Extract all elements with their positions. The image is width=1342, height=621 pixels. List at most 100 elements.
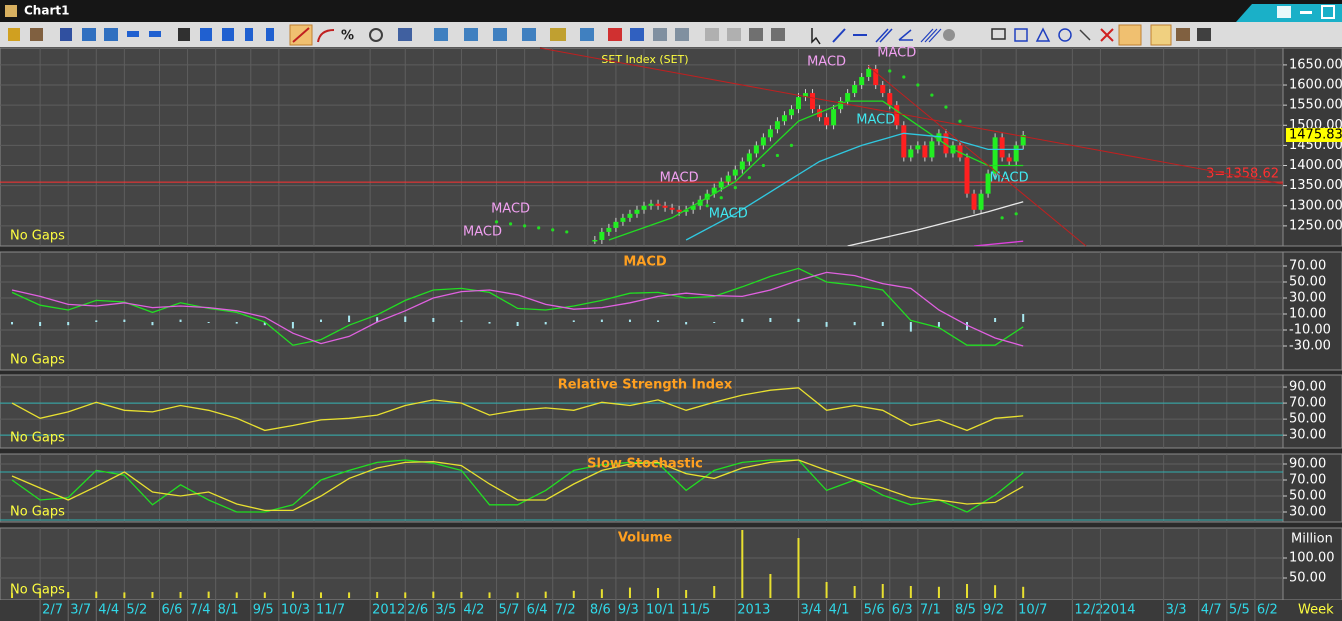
tool-icon[interactable] bbox=[104, 28, 118, 41]
histogram-bar bbox=[881, 322, 884, 326]
candle bbox=[999, 137, 1005, 158]
tool-icon[interactable] bbox=[705, 28, 719, 41]
tool-icon[interactable] bbox=[60, 28, 72, 41]
volume-bar bbox=[1022, 586, 1025, 598]
x-tick-label: 7/1 bbox=[920, 603, 941, 618]
tool-icon[interactable] bbox=[550, 28, 566, 41]
sar-dot bbox=[565, 230, 569, 234]
histogram-bar bbox=[460, 320, 463, 322]
tool-icon[interactable] bbox=[991, 28, 1006, 40]
tool-icon[interactable] bbox=[434, 28, 448, 41]
y-tick-label: -10.00 bbox=[1289, 323, 1331, 338]
title-bar bbox=[0, 0, 1342, 22]
tool-icon[interactable] bbox=[369, 28, 383, 42]
x-tick-label: 2012 bbox=[372, 603, 405, 618]
y-tick-label: 90.00 bbox=[1289, 457, 1326, 472]
candle bbox=[641, 205, 647, 210]
tool-icon[interactable] bbox=[1079, 29, 1091, 41]
tool-icon[interactable] bbox=[771, 28, 785, 41]
tool-icon[interactable] bbox=[1176, 28, 1190, 41]
candle bbox=[852, 85, 858, 94]
tool-icon[interactable] bbox=[1014, 28, 1028, 42]
tool-icon[interactable] bbox=[200, 28, 212, 41]
volume-bar bbox=[39, 592, 42, 598]
x-tick-label: 8/5 bbox=[955, 603, 976, 618]
panel-bg bbox=[0, 47, 1284, 247]
candle bbox=[718, 181, 724, 188]
volume-bar bbox=[853, 586, 856, 598]
signal-label: MACD bbox=[990, 170, 1029, 185]
tool-icon[interactable] bbox=[127, 31, 139, 37]
y-tick-label: 1350.00 bbox=[1289, 178, 1342, 193]
histogram-bar bbox=[263, 322, 266, 326]
x-tick-label: 5/2 bbox=[126, 603, 147, 618]
candle bbox=[880, 85, 886, 94]
tool-icon[interactable] bbox=[149, 31, 161, 37]
tool-icon[interactable] bbox=[943, 29, 955, 41]
tool-icon[interactable] bbox=[920, 28, 942, 43]
indicator-line bbox=[608, 100, 1024, 241]
tool-icon[interactable] bbox=[222, 28, 234, 41]
minimize-button[interactable] bbox=[1300, 11, 1312, 14]
histogram-bar bbox=[1022, 314, 1025, 322]
tool-icon[interactable] bbox=[398, 28, 412, 41]
volume-bar bbox=[769, 574, 772, 598]
panel-title: Relative Strength Index bbox=[558, 378, 733, 393]
tool-icon[interactable] bbox=[245, 28, 253, 41]
histogram-bar bbox=[207, 322, 210, 323]
volume-bar bbox=[713, 586, 716, 598]
tool-icon[interactable] bbox=[653, 28, 667, 41]
tool-icon[interactable] bbox=[317, 29, 335, 43]
tool-icon[interactable] bbox=[898, 29, 913, 41]
tool-icon-active[interactable] bbox=[1118, 24, 1142, 46]
tool-icon[interactable] bbox=[749, 28, 763, 41]
tool-icon[interactable] bbox=[727, 28, 741, 41]
tool-icon[interactable] bbox=[630, 28, 644, 41]
tool-percent[interactable]: % bbox=[341, 29, 354, 44]
sar-dot bbox=[1000, 216, 1004, 220]
tool-icon[interactable] bbox=[832, 28, 846, 43]
tool-icon[interactable] bbox=[464, 28, 478, 41]
volume-bar bbox=[235, 592, 238, 598]
candle bbox=[943, 133, 949, 154]
tool-icon[interactable] bbox=[266, 28, 274, 41]
candle bbox=[606, 227, 612, 232]
tool-icon[interactable] bbox=[1035, 27, 1051, 42]
candle bbox=[739, 161, 745, 170]
candle bbox=[964, 157, 970, 194]
tool-icon[interactable] bbox=[522, 28, 536, 41]
histogram-bar bbox=[685, 322, 688, 325]
tool-icon[interactable] bbox=[1197, 28, 1211, 41]
tool-icon[interactable] bbox=[875, 28, 893, 43]
window-icon bbox=[5, 5, 17, 17]
tool-icon[interactable] bbox=[811, 28, 821, 45]
y-tick-label: 1300.00 bbox=[1289, 198, 1342, 213]
y-tick-label: 1600.00 bbox=[1289, 78, 1342, 93]
tool-icon[interactable] bbox=[1100, 28, 1114, 42]
tool-icon[interactable] bbox=[1058, 28, 1072, 42]
x-tick-label: 2013 bbox=[737, 603, 770, 618]
restore-button[interactable] bbox=[1277, 6, 1291, 18]
histogram-bar bbox=[741, 318, 744, 322]
tool-icon[interactable] bbox=[178, 28, 190, 41]
tool-icon[interactable] bbox=[580, 28, 594, 41]
histogram-bar bbox=[235, 322, 238, 324]
panel bbox=[0, 252, 1283, 370]
tool-icon[interactable] bbox=[292, 27, 310, 43]
sar-dot bbox=[537, 226, 541, 230]
close-button[interactable] bbox=[1321, 5, 1335, 19]
y-tick-label: -30.00 bbox=[1289, 339, 1331, 354]
candle bbox=[592, 239, 598, 242]
candle bbox=[936, 133, 942, 142]
tool-icon[interactable] bbox=[30, 28, 43, 41]
candle bbox=[915, 145, 921, 150]
sar-dot bbox=[494, 220, 499, 224]
tool-icon[interactable] bbox=[675, 28, 689, 41]
x-tick-label: 6/6 bbox=[161, 603, 182, 618]
tool-icon[interactable] bbox=[493, 28, 507, 41]
tool-icon[interactable] bbox=[82, 28, 96, 41]
tool-icon-active[interactable] bbox=[1150, 24, 1172, 46]
tool-icon[interactable] bbox=[608, 28, 622, 41]
candle bbox=[781, 115, 787, 122]
tool-icon[interactable] bbox=[8, 28, 20, 41]
